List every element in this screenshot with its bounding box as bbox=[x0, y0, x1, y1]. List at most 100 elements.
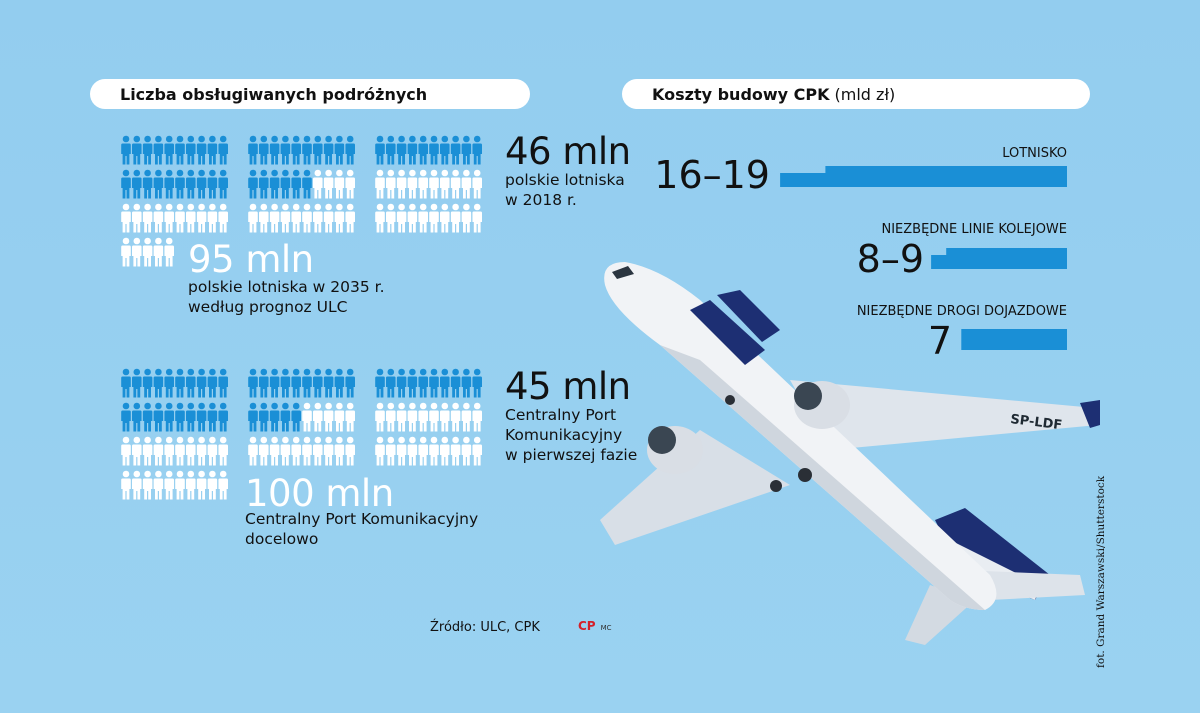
person-icon bbox=[186, 470, 196, 500]
person-icon bbox=[153, 203, 164, 233]
person-icon-highlighted bbox=[121, 169, 131, 199]
person-icon bbox=[323, 436, 334, 466]
person-icon-highlighted bbox=[248, 402, 258, 432]
person-icon-highlighted bbox=[164, 135, 174, 165]
person-icon bbox=[429, 169, 439, 199]
person-icon-highlighted bbox=[418, 135, 428, 165]
person-icon bbox=[164, 470, 174, 500]
person-icon bbox=[302, 436, 312, 466]
passengers-title-pill: Liczba obsługiwanych podróżnych bbox=[90, 79, 530, 109]
person-icon bbox=[142, 203, 153, 233]
logo-author: MC bbox=[600, 624, 612, 632]
person-icon bbox=[345, 203, 355, 233]
person-icon bbox=[472, 203, 482, 233]
person-icon-highlighted bbox=[175, 135, 185, 165]
person-icon-highlighted bbox=[269, 135, 280, 165]
person-icon-highlighted bbox=[164, 402, 174, 432]
person-icon-highlighted bbox=[407, 368, 418, 398]
airplane-photo: SP-LDF bbox=[600, 262, 1100, 645]
person-icon-highlighted bbox=[121, 135, 131, 165]
person-icon bbox=[207, 203, 218, 233]
person-icon-highlighted bbox=[132, 368, 142, 398]
person-icon bbox=[175, 436, 185, 466]
person-icon bbox=[345, 402, 355, 432]
person-icon-highlighted bbox=[429, 368, 439, 398]
person-icon-highlighted bbox=[345, 368, 355, 398]
person-icon bbox=[313, 203, 323, 233]
person-icon-highlighted bbox=[142, 169, 153, 199]
person-icon bbox=[334, 203, 345, 233]
desc-line: w 2018 r. bbox=[505, 191, 577, 209]
desc-line: docelowo bbox=[245, 530, 319, 548]
person-icon-highlighted bbox=[218, 169, 228, 199]
costs-title: Koszty budowy CPK bbox=[652, 84, 830, 104]
desc-line: Centralny Port bbox=[505, 406, 617, 424]
person-icon bbox=[196, 470, 207, 500]
person-icon-highlighted bbox=[280, 135, 291, 165]
person-icon-highlighted bbox=[323, 368, 334, 398]
person-icon-highlighted bbox=[175, 169, 185, 199]
person-icon bbox=[407, 203, 418, 233]
photo-credit: fot. Grand Warszawski/Shutterstock bbox=[1095, 475, 1107, 668]
person-icon-highlighted bbox=[142, 368, 153, 398]
person-icon bbox=[429, 436, 439, 466]
person-icon-highlighted bbox=[164, 169, 174, 199]
person-icon bbox=[164, 237, 174, 267]
person-icon bbox=[164, 203, 174, 233]
person-icon bbox=[396, 436, 407, 466]
group1-highlight-desc: polskie lotniska w 2018 r. bbox=[505, 170, 625, 210]
group2-highlight-value: 45 mln bbox=[505, 365, 631, 408]
person-icon-highlighted bbox=[175, 368, 185, 398]
person-icon-highlighted bbox=[302, 135, 312, 165]
person-icon-highlighted bbox=[396, 368, 407, 398]
person-icon bbox=[313, 436, 323, 466]
source-note: Źródło: ULC, CPK bbox=[430, 620, 540, 635]
person-icon-highlighted bbox=[218, 368, 228, 398]
person-icon bbox=[302, 203, 312, 233]
person-icon bbox=[386, 436, 396, 466]
person-icon-highlighted bbox=[218, 135, 228, 165]
person-icon-highlighted bbox=[407, 135, 418, 165]
person-icon bbox=[461, 436, 472, 466]
person-icon-highlighted bbox=[153, 368, 164, 398]
person-icon bbox=[407, 436, 418, 466]
person-icon-highlighted bbox=[334, 135, 345, 165]
person-icon-highlighted bbox=[121, 402, 131, 432]
person-icon-highlighted bbox=[375, 135, 385, 165]
cost-value-drogi: 7 bbox=[927, 319, 952, 363]
person-icon-highlighted bbox=[207, 169, 218, 199]
person-icon bbox=[121, 436, 131, 466]
person-icon bbox=[375, 203, 385, 233]
person-icon bbox=[186, 436, 196, 466]
person-icon bbox=[450, 402, 461, 432]
person-icon bbox=[334, 402, 345, 432]
person-icon bbox=[248, 436, 258, 466]
group2-total-value: 100 mln bbox=[245, 472, 394, 515]
person-icon-highlighted bbox=[302, 169, 312, 199]
person-icon bbox=[280, 203, 291, 233]
cost-bar bbox=[780, 166, 1067, 187]
person-icon bbox=[186, 203, 196, 233]
person-icon bbox=[196, 436, 207, 466]
person-icon-highlighted bbox=[207, 402, 218, 432]
group1-total-value: 95 mln bbox=[188, 238, 314, 281]
person-icon bbox=[218, 470, 228, 500]
person-icon-highlighted bbox=[375, 368, 385, 398]
person-icon bbox=[207, 470, 218, 500]
person-icon-highlighted bbox=[207, 135, 218, 165]
person-icon bbox=[121, 237, 131, 267]
desc-line: według prognoz ULC bbox=[188, 298, 348, 316]
person-icon bbox=[218, 436, 228, 466]
person-icon bbox=[142, 470, 153, 500]
person-icon bbox=[323, 402, 334, 432]
person-icon-highlighted bbox=[450, 368, 461, 398]
person-icon bbox=[345, 169, 355, 199]
person-icon bbox=[142, 237, 153, 267]
person-icon-highlighted bbox=[132, 402, 142, 432]
person-icon bbox=[418, 402, 428, 432]
person-icon-highlighted bbox=[450, 135, 461, 165]
person-icon-highlighted bbox=[196, 402, 207, 432]
person-icon-highlighted bbox=[186, 402, 196, 432]
person-icon bbox=[153, 436, 164, 466]
